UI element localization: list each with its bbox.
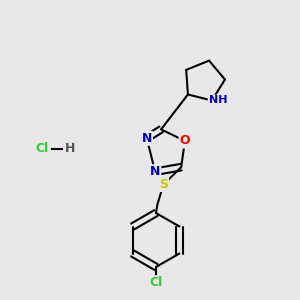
Text: Cl: Cl — [35, 142, 49, 155]
Text: O: O — [180, 134, 190, 147]
Text: N: N — [150, 165, 160, 178]
Text: NH: NH — [208, 95, 227, 106]
Text: Cl: Cl — [149, 276, 163, 289]
Text: N: N — [142, 132, 152, 145]
Text: S: S — [159, 178, 168, 191]
Text: H: H — [65, 142, 76, 155]
